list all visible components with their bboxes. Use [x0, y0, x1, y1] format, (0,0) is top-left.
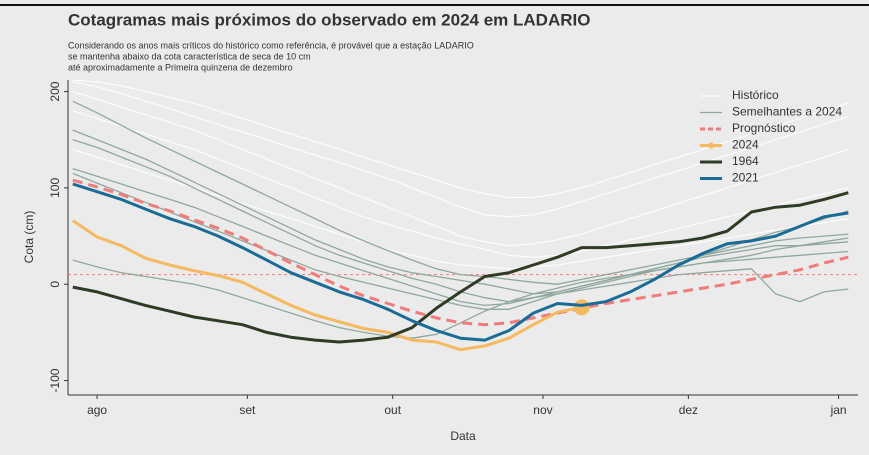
- subtitle: se mantenha abaixo da cota característic…: [68, 51, 311, 61]
- x-tick-label: dez: [679, 403, 698, 417]
- line-series: [71, 219, 582, 352]
- line-series: [72, 110, 849, 258]
- x-tick-label: set: [239, 403, 256, 417]
- line-series: [72, 148, 849, 270]
- y-tick-label: 0: [48, 281, 62, 288]
- y-tick-label: 200: [48, 81, 62, 101]
- line-series: [72, 100, 849, 285]
- legend-label: 2021: [732, 171, 759, 185]
- line-series: [72, 172, 849, 310]
- y-tick-label: 100: [48, 178, 62, 198]
- legend-marker: [708, 142, 714, 149]
- plot-area: [68, 80, 858, 352]
- x-tick-label: jan: [830, 403, 847, 417]
- subtitle: Considerando os anos mais críticos do hi…: [68, 40, 474, 50]
- line-series: [72, 81, 849, 218]
- x-tick-label: nov: [533, 403, 552, 417]
- line-series: [72, 182, 849, 342]
- line-series: [72, 167, 849, 307]
- chart-title: Cotagramas mais próximos do observado em…: [68, 10, 590, 29]
- subtitle: até aproximadamente a Primeira quinzena …: [68, 62, 293, 72]
- x-axis-label: Data: [450, 429, 476, 443]
- legend-label: 1964: [732, 154, 759, 168]
- line-series: [72, 191, 849, 344]
- line-series: [72, 178, 849, 327]
- y-axis-label: Cota (cm): [22, 211, 36, 264]
- x-tick-label: out: [384, 403, 401, 417]
- line-series: [72, 91, 849, 247]
- end-marker: [573, 299, 590, 316]
- line-series: [72, 259, 849, 339]
- legend-label: Prognóstico: [732, 121, 796, 135]
- legend-label: Semelhantes a 2024: [732, 105, 842, 119]
- legend-label: 2024: [732, 138, 759, 152]
- x-tick-label: ago: [87, 403, 107, 417]
- line-series: [72, 129, 849, 295]
- legend-label: Histórico: [732, 88, 779, 102]
- y-tick-label: -100: [48, 368, 62, 392]
